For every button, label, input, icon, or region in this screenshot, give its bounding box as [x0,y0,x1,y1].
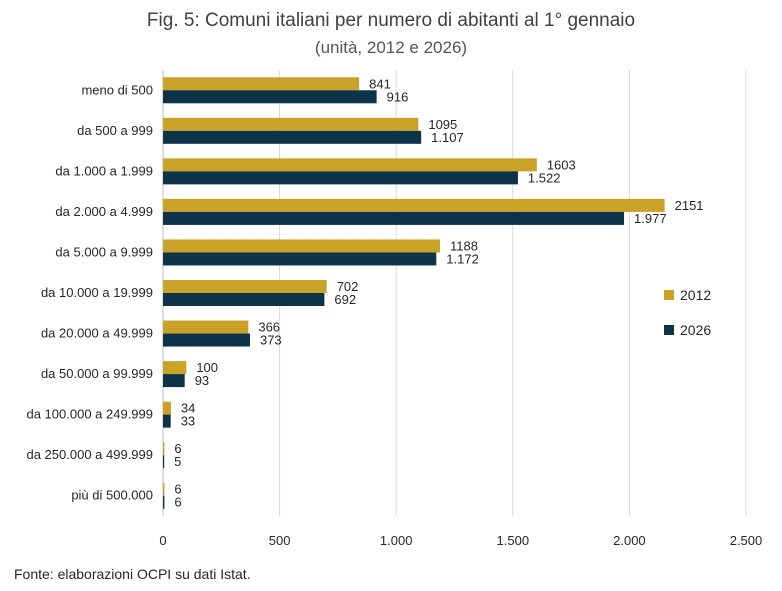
data-label-2026: 6 [174,495,181,510]
bar-2026 [163,130,422,144]
data-label-2012: 6 [174,482,181,497]
bar-2026 [163,252,437,266]
bar-2026 [163,171,518,185]
data-label-2012: 1095 [428,117,457,132]
bar-2012 [163,361,187,375]
bar-2012 [163,482,165,496]
bar-2026 [163,90,377,104]
bar-2012 [163,320,249,334]
category-label: da 2.000 a 4.999 [55,204,153,219]
category-label: da 500 a 999 [77,123,153,138]
chart-subtitle: (unità, 2012 e 2026) [314,38,468,57]
bar-2026 [163,455,165,469]
data-label-2026: 692 [334,292,356,307]
category-label: da 50.000 a 99.999 [41,366,153,381]
bar-2026 [163,414,171,428]
data-label-2012: 702 [337,279,359,294]
data-label-2012: 1188 [450,238,478,253]
bar-2026 [163,211,625,225]
chart-title: Fig. 5: Comuni italiani per numero di ab… [146,10,636,31]
x-tick-label: 2.000 [613,533,646,548]
bar-2012 [163,117,419,131]
category-label: da 100.000 a 249.999 [26,407,153,422]
bar-2026 [163,333,250,347]
data-label-2026: 373 [260,333,282,348]
data-label-2026: 93 [195,373,209,388]
data-label-2012: 6 [174,441,181,456]
data-label-2026: 916 [387,89,409,104]
bar-2012 [163,280,327,293]
legend-swatch-2026 [664,325,674,335]
bar-2026 [163,495,165,509]
data-label-2012: 366 [258,320,280,335]
legend-swatch-2012 [664,290,674,300]
source-note: Fonte: elaborazioni OCPI su dati Istat. [14,566,251,582]
data-label-2026: 33 [181,414,195,429]
data-label-2026: 1.107 [431,130,464,145]
bar-2012 [163,239,441,253]
legend-label-2012: 2012 [680,287,711,303]
data-label-2012: 34 [181,401,195,416]
x-tick-label: 1.000 [380,533,413,548]
bar-2012 [163,442,165,456]
bar-2012 [163,77,360,91]
data-label-2012: 100 [196,360,218,375]
bar-2026 [163,374,185,388]
category-label: da 1.000 a 1.999 [55,163,153,178]
x-tick-label: 0 [159,533,166,548]
category-label: da 20.000 a 49.999 [41,326,153,341]
data-label-2026: 1.522 [528,170,561,185]
x-tick-label: 1.500 [497,533,530,548]
data-label-2012: 1603 [547,157,576,172]
data-label-2026: 5 [174,454,181,469]
bar-2012 [163,198,665,212]
bar-2026 [163,293,325,306]
x-tick-label: 2.500 [730,533,763,548]
data-label-2026: 1.172 [446,251,479,266]
category-label: da 5.000 a 9.999 [55,244,153,259]
data-label-2012: 2151 [675,198,704,213]
legend-label-2026: 2026 [680,322,711,338]
data-label-2026: 1.977 [634,211,667,226]
bar-2012 [163,158,537,172]
category-label: da 250.000 a 499.999 [26,447,153,462]
bar-2012 [163,401,171,415]
category-label: più di 500.000 [71,488,153,503]
x-tick-label: 500 [269,533,291,548]
category-label: da 10.000 a 19.999 [41,285,153,300]
data-label-2012: 841 [369,76,391,91]
category-label: meno di 500 [81,82,153,97]
